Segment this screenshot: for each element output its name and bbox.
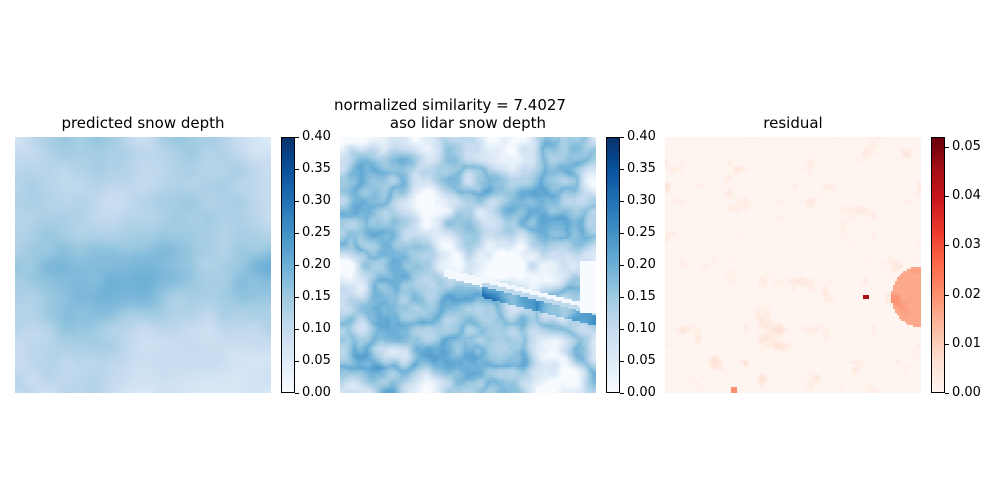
colorbar-tick-label: 0.10 <box>627 321 656 336</box>
colorbar-tick <box>295 201 299 202</box>
colorbar-tick-label: 0.02 <box>952 287 981 302</box>
panel-1-colorbar <box>281 137 295 393</box>
panel-3-colorbar <box>931 137 945 393</box>
colorbar-tick <box>945 344 949 345</box>
colorbar-tick-label: 0.40 <box>627 129 656 144</box>
colorbar-tick <box>295 169 299 170</box>
panel-2-title: aso lidar snow depth <box>389 114 547 132</box>
colorbar-tick <box>295 297 299 298</box>
colorbar-tick-label: 0.04 <box>952 188 981 203</box>
colorbar-tick-label: 0.01 <box>952 336 981 351</box>
colorbar-tick <box>945 245 949 246</box>
figure-suptitle: normalized similarity = 7.4027 <box>334 96 566 114</box>
colorbar-tick <box>295 137 299 138</box>
colorbar-tick-label: 0.15 <box>302 289 331 304</box>
colorbar-tick-label: 0.20 <box>302 257 331 272</box>
panel-1-title: predicted snow depth <box>61 114 225 132</box>
panel-3-heatmap <box>665 137 921 393</box>
colorbar-tick <box>620 201 624 202</box>
colorbar-tick-label: 0.15 <box>627 289 656 304</box>
colorbar-tick-label: 0.00 <box>302 385 331 400</box>
colorbar-tick <box>945 196 949 197</box>
colorbar-tick <box>295 329 299 330</box>
colorbar-tick-label: 0.10 <box>302 321 331 336</box>
colorbar-tick <box>620 169 624 170</box>
panel-3-title: residual <box>763 114 823 132</box>
colorbar-tick-label: 0.25 <box>627 225 656 240</box>
colorbar-tick <box>295 361 299 362</box>
colorbar-tick <box>620 329 624 330</box>
colorbar-tick <box>945 147 949 148</box>
colorbar-tick <box>295 393 299 394</box>
colorbar-tick-label: 0.05 <box>302 353 331 368</box>
colorbar-tick-label: 0.05 <box>627 353 656 368</box>
colorbar-tick-label: 0.30 <box>302 193 331 208</box>
colorbar-tick <box>620 265 624 266</box>
panel-2-colorbar <box>606 137 620 393</box>
colorbar-tick-label: 0.35 <box>627 161 656 176</box>
colorbar-tick <box>945 295 949 296</box>
colorbar-tick-label: 0.25 <box>302 225 331 240</box>
colorbar-tick-label: 0.40 <box>302 129 331 144</box>
colorbar-tick-label: 0.00 <box>627 385 656 400</box>
panel-1-heatmap <box>15 137 271 393</box>
colorbar-tick-label: 0.35 <box>302 161 331 176</box>
colorbar-tick <box>945 393 949 394</box>
colorbar-tick-label: 0.30 <box>627 193 656 208</box>
panel-2-heatmap <box>340 137 596 393</box>
colorbar-tick <box>620 297 624 298</box>
colorbar-tick-label: 0.00 <box>952 385 981 400</box>
colorbar-tick <box>620 137 624 138</box>
colorbar-tick <box>295 233 299 234</box>
colorbar-tick <box>295 265 299 266</box>
colorbar-tick <box>620 233 624 234</box>
colorbar-tick <box>620 361 624 362</box>
colorbar-tick-label: 0.05 <box>952 139 981 154</box>
colorbar-tick-label: 0.20 <box>627 257 656 272</box>
colorbar-tick-label: 0.03 <box>952 237 981 252</box>
colorbar-tick <box>620 393 624 394</box>
